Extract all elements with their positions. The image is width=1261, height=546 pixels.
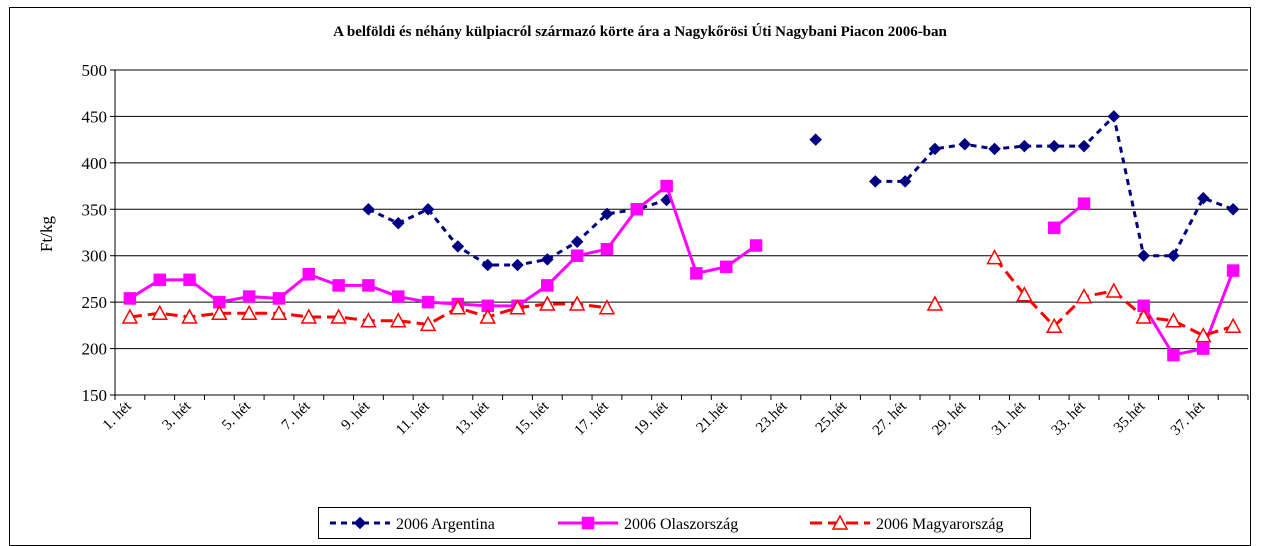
data-point [1047,139,1061,153]
data-point [868,175,882,188]
y-tick-label: 350 [82,200,108,219]
data-point [151,304,168,321]
y-tick-label: 250 [82,293,108,312]
data-point [183,273,196,287]
y-tick-label: 200 [82,340,108,359]
y-axis-label: Ft/kg [37,216,56,252]
data-point [330,308,347,324]
data-point [541,279,554,292]
chart-title: A belföldi és néhány külpiacról származó… [333,23,947,40]
data-point [630,203,644,216]
data-point [926,295,944,311]
data-point [449,299,467,315]
legend-box [318,507,1031,539]
data-point [421,202,435,216]
data-point [121,308,139,324]
data-point [181,308,198,324]
data-point [1018,139,1031,153]
data-point [360,312,377,328]
data-point [451,240,465,253]
data-point [1197,342,1210,355]
data-point [240,304,258,321]
y-tick-label: 500 [82,61,108,80]
data-point [1165,312,1182,328]
legend-marker [831,514,849,530]
data-point [1167,249,1180,263]
data-point [362,202,375,216]
data-point [1075,287,1093,304]
data-point [391,216,405,230]
data-point [690,267,703,280]
data-point [1105,282,1123,298]
data-point [928,142,942,156]
data-point [270,304,288,321]
data-point [749,239,763,252]
data-point [1196,191,1210,205]
data-point [1016,286,1033,302]
data-point [570,249,584,262]
data-point [392,290,405,303]
data-point [509,299,526,315]
legend-label: 2006 Argentina [396,516,495,533]
data-point [389,312,407,328]
data-point [1226,264,1240,277]
data-point [986,248,1003,265]
data-point [568,295,586,311]
data-point [600,242,614,256]
data-point [1226,202,1240,216]
data-point [1137,249,1150,263]
legend-marker [581,516,595,530]
data-point [1195,326,1212,343]
data-point [419,315,437,332]
data-point [958,137,972,151]
data-point [242,290,256,303]
data-point [1107,110,1121,123]
data-point [1135,308,1152,324]
data-point [1045,317,1063,334]
data-point [332,279,345,292]
legend-label: 2006 Magyarország [876,516,1004,533]
data-point [1077,197,1091,210]
data-point [1167,348,1180,362]
data-point [153,273,166,287]
data-point [719,260,733,274]
data-point [570,235,584,249]
y-tick-label: 400 [82,154,108,173]
data-point [362,279,375,292]
data-point [511,258,524,272]
data-point [660,179,673,193]
data-point [1077,139,1091,153]
data-point [600,207,614,221]
data-point [539,295,556,311]
data-point [123,292,137,305]
data-point [540,253,554,266]
data-point [211,304,228,321]
y-tick-label: 450 [82,107,108,126]
y-tick-label: 150 [82,386,108,405]
data-point [988,142,1001,156]
data-point [1047,221,1061,235]
data-point [272,292,286,305]
data-point [898,175,912,188]
data-point [479,308,496,324]
legend-marker [353,516,367,530]
data-point [481,258,495,272]
data-point [421,295,435,309]
chart-frame [9,7,1251,546]
data-point [300,308,318,324]
data-point [302,268,316,281]
data-point [598,299,616,315]
y-tick-label: 300 [82,247,108,266]
data-point [1224,317,1242,334]
data-point [809,133,823,146]
legend-label: 2006 Olaszország [624,516,738,533]
